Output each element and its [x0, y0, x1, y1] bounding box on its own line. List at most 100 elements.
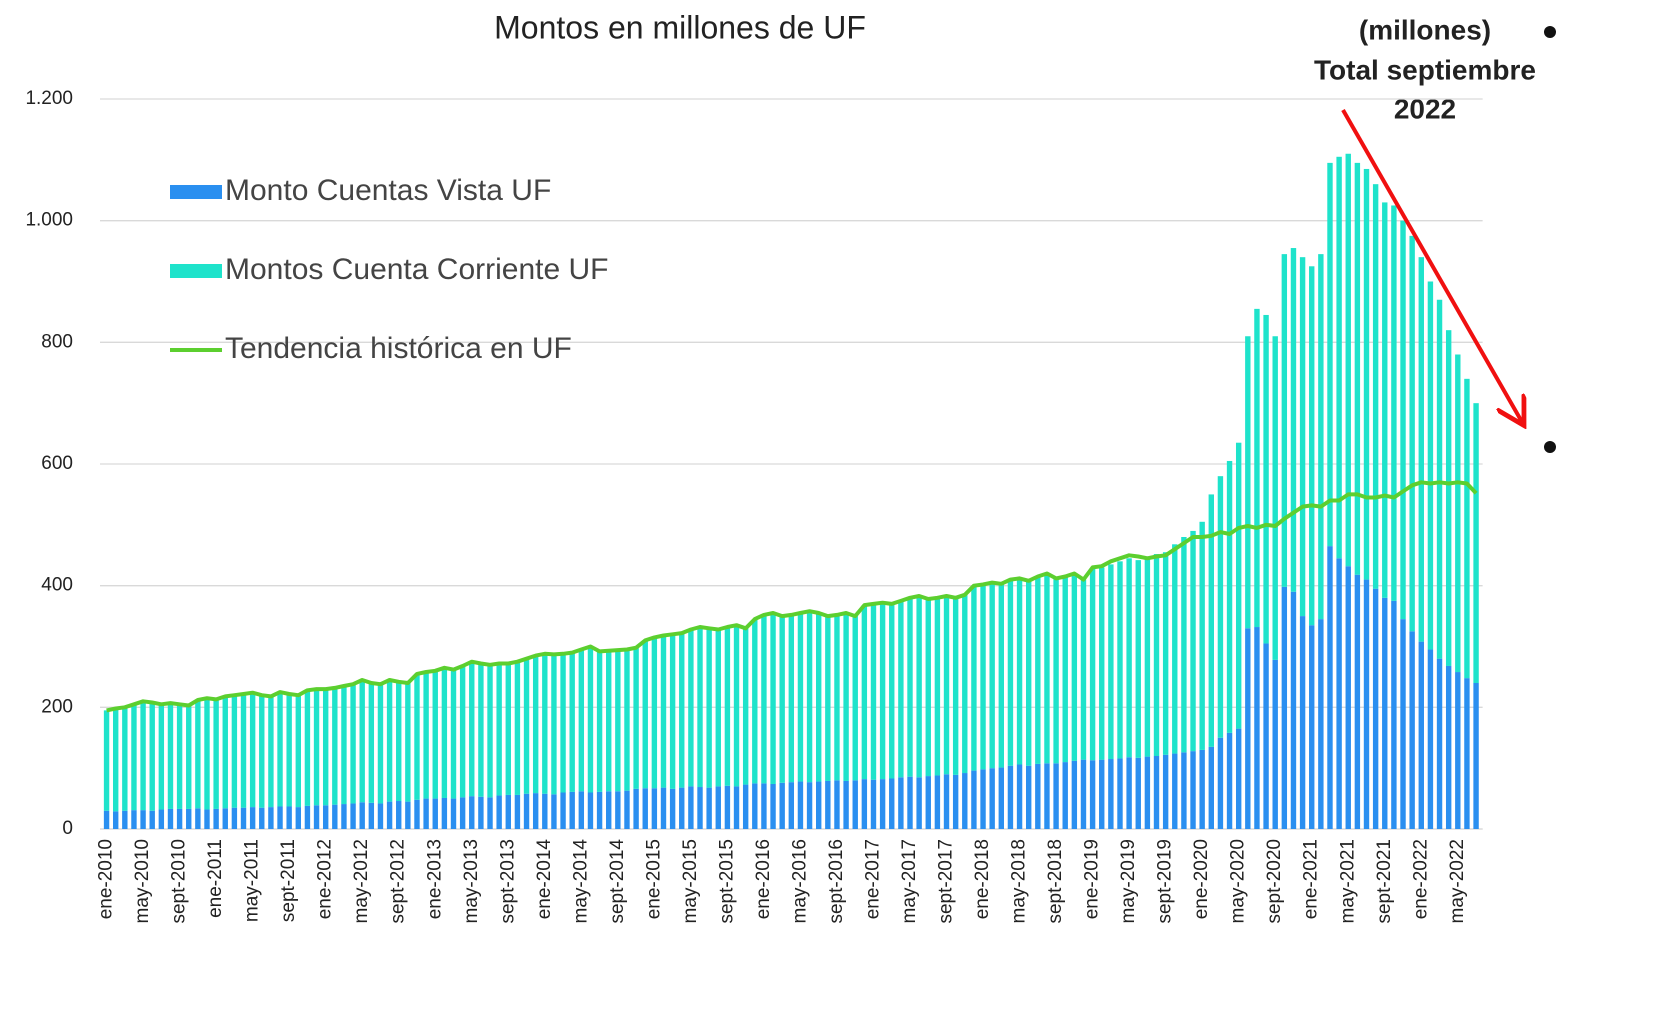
bar: [870, 603, 877, 780]
legend-swatch: [170, 185, 222, 199]
bar: [231, 807, 238, 829]
bar: [377, 684, 384, 804]
bar: [578, 791, 585, 829]
bar: [1007, 765, 1014, 829]
bar: [341, 686, 347, 805]
bar: [313, 689, 320, 806]
bar: [733, 786, 740, 829]
bar: [295, 807, 301, 829]
x-tick-label: ene-2011: [205, 839, 226, 918]
bar: [934, 597, 941, 776]
bar: [633, 647, 639, 789]
bar: [679, 787, 685, 829]
bar: [852, 780, 858, 829]
bar: [1089, 568, 1096, 761]
bar: [1044, 763, 1050, 829]
bar: [496, 663, 502, 796]
x-tick-label: sept-2021: [1374, 839, 1395, 924]
bar: [998, 583, 1005, 768]
bar: [1126, 757, 1132, 829]
bar: [1254, 308, 1260, 628]
bar: [806, 611, 813, 783]
bar: [158, 809, 165, 829]
bar: [459, 797, 466, 829]
x-tick-label: may-2014: [570, 839, 591, 924]
bar: [925, 599, 931, 777]
bar: [952, 774, 959, 829]
bar: [770, 783, 776, 829]
x-tick-label: ene-2020: [1191, 839, 1212, 919]
bar: [779, 616, 785, 783]
x-tick-label: ene-2017: [863, 839, 884, 919]
bar: [240, 807, 247, 829]
bar: [450, 669, 457, 799]
bar: [1025, 580, 1032, 766]
bar: [1016, 578, 1023, 765]
bar: [1409, 631, 1415, 829]
bar: [551, 794, 557, 829]
bar: [697, 787, 703, 829]
bar: [350, 803, 356, 829]
bar: [1400, 220, 1406, 620]
bar: [651, 788, 658, 829]
bar: [952, 597, 959, 775]
bar: [1080, 579, 1087, 760]
x-tick-label: ene-2012: [315, 839, 336, 919]
bar: [1391, 600, 1397, 829]
x-tick-label: may-2013: [461, 839, 482, 924]
bar: [870, 779, 877, 829]
bar: [1382, 202, 1388, 598]
bar: [459, 665, 466, 798]
bar: [1290, 248, 1297, 592]
bar: [651, 637, 658, 789]
y-tick-label: 200: [41, 696, 73, 717]
bar: [642, 640, 648, 789]
bar: [487, 664, 493, 798]
bar: [1172, 753, 1178, 829]
bar: [386, 801, 393, 829]
bar: [606, 650, 612, 792]
x-tick-label: may-2017: [899, 839, 920, 924]
bar: [688, 629, 694, 787]
bar: [1299, 257, 1306, 617]
bar: [852, 616, 858, 781]
y-tick-label: 400: [41, 575, 73, 596]
bar: [313, 805, 320, 829]
bar: [286, 806, 292, 829]
bar: [733, 625, 740, 787]
bar: [1345, 566, 1351, 829]
x-tick-label: may-2020: [1228, 839, 1249, 924]
bar: [158, 704, 165, 810]
bar: [1409, 235, 1415, 632]
bar: [688, 786, 694, 829]
bar: [1455, 354, 1461, 673]
bar: [706, 628, 712, 788]
bar: [359, 802, 365, 829]
bar: [825, 616, 831, 781]
bar: [368, 802, 375, 829]
bar: [1108, 759, 1114, 829]
bar: [879, 779, 886, 829]
bar: [1135, 757, 1141, 829]
bar: [478, 663, 484, 797]
bar: [742, 784, 749, 829]
bar: [204, 698, 210, 810]
bars: [103, 153, 1479, 829]
annotation: (millones): [1359, 14, 1491, 45]
x-tick-label: sept-2017: [936, 839, 957, 924]
bar: [1071, 760, 1078, 829]
bar: [1427, 281, 1434, 650]
x-tick-label: may-2022: [1447, 839, 1468, 924]
bar: [1245, 628, 1251, 829]
x-tick-label: sept-2019: [1155, 839, 1176, 924]
bullet: [1544, 26, 1556, 38]
bar: [962, 773, 968, 829]
x-tick-label: sept-2020: [1264, 839, 1285, 924]
x-tick-label: may-2010: [132, 839, 153, 924]
bar: [615, 791, 621, 829]
bar: [660, 635, 667, 788]
bar: [1473, 403, 1479, 683]
bar: [1135, 560, 1141, 758]
bar: [843, 780, 849, 829]
bar: [532, 793, 539, 829]
